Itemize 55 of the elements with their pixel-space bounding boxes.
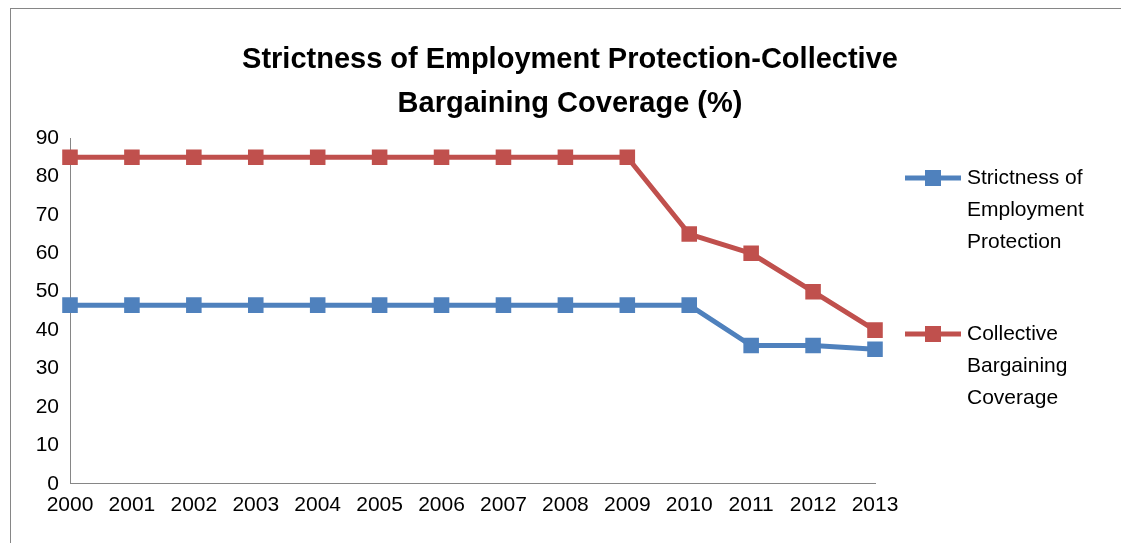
chart-title: Strictness of Employment Protection-Collective Bargaining Coverage (%): [241, 41, 899, 120]
x-tick-label: 2009: [603, 492, 651, 516]
point: [247, 297, 264, 313]
x-tick-label: 2002: [170, 492, 218, 516]
x-tick-label: 2005: [356, 492, 403, 516]
point: [681, 297, 698, 313]
y-tick-label: 50: [35, 278, 59, 302]
point: [867, 341, 883, 358]
y-tick-label: 10: [35, 432, 59, 456]
point: [805, 337, 821, 354]
y-tick-label: 60: [35, 240, 59, 264]
point: [433, 149, 450, 165]
point: [619, 149, 636, 165]
x-tick-label: 2013: [851, 492, 899, 516]
legend-label: Strictness of Employment Protection: [967, 164, 1084, 252]
point: [805, 283, 821, 300]
x-tick-label: 2008: [542, 492, 589, 516]
y-tick-label: 80: [35, 163, 59, 187]
point: [186, 149, 202, 165]
x-tick-label: 2007: [480, 492, 527, 516]
x-tick-label: 2000: [46, 492, 94, 516]
y-tick-label: 70: [35, 201, 59, 225]
y-tick-label: 90: [35, 124, 59, 148]
point: [495, 149, 512, 165]
point: [247, 149, 264, 165]
point: [495, 297, 512, 313]
point: [309, 149, 326, 165]
x-tick-label: 2006: [418, 492, 465, 516]
x-tick-label: 2003: [232, 492, 280, 516]
legend-label: Collective Bargaining Coverage: [967, 320, 1068, 408]
y-tick-label: 40: [35, 316, 59, 340]
point: [186, 297, 202, 313]
x-tick-label: 2012: [789, 492, 837, 516]
point: [371, 149, 388, 165]
point: [557, 297, 574, 313]
x-tick-label: 2004: [294, 492, 342, 516]
point: [619, 297, 636, 313]
x-tick-label: 2010: [665, 492, 713, 516]
point: [309, 297, 326, 313]
point: [743, 245, 759, 262]
x-tick-label: 2001: [108, 492, 156, 516]
point: [371, 297, 388, 313]
point: [557, 149, 574, 165]
point: [433, 297, 450, 313]
x-tick-label: 2011: [728, 492, 774, 516]
point: [124, 297, 140, 313]
y-tick-label: 0: [47, 470, 59, 494]
point: [681, 226, 698, 242]
point: [867, 322, 883, 338]
y-tick-label: 30: [35, 355, 59, 379]
point: [124, 149, 140, 165]
y-tick-label: 20: [35, 393, 59, 417]
point: [62, 297, 78, 313]
point: [743, 337, 759, 354]
point: [62, 149, 78, 165]
